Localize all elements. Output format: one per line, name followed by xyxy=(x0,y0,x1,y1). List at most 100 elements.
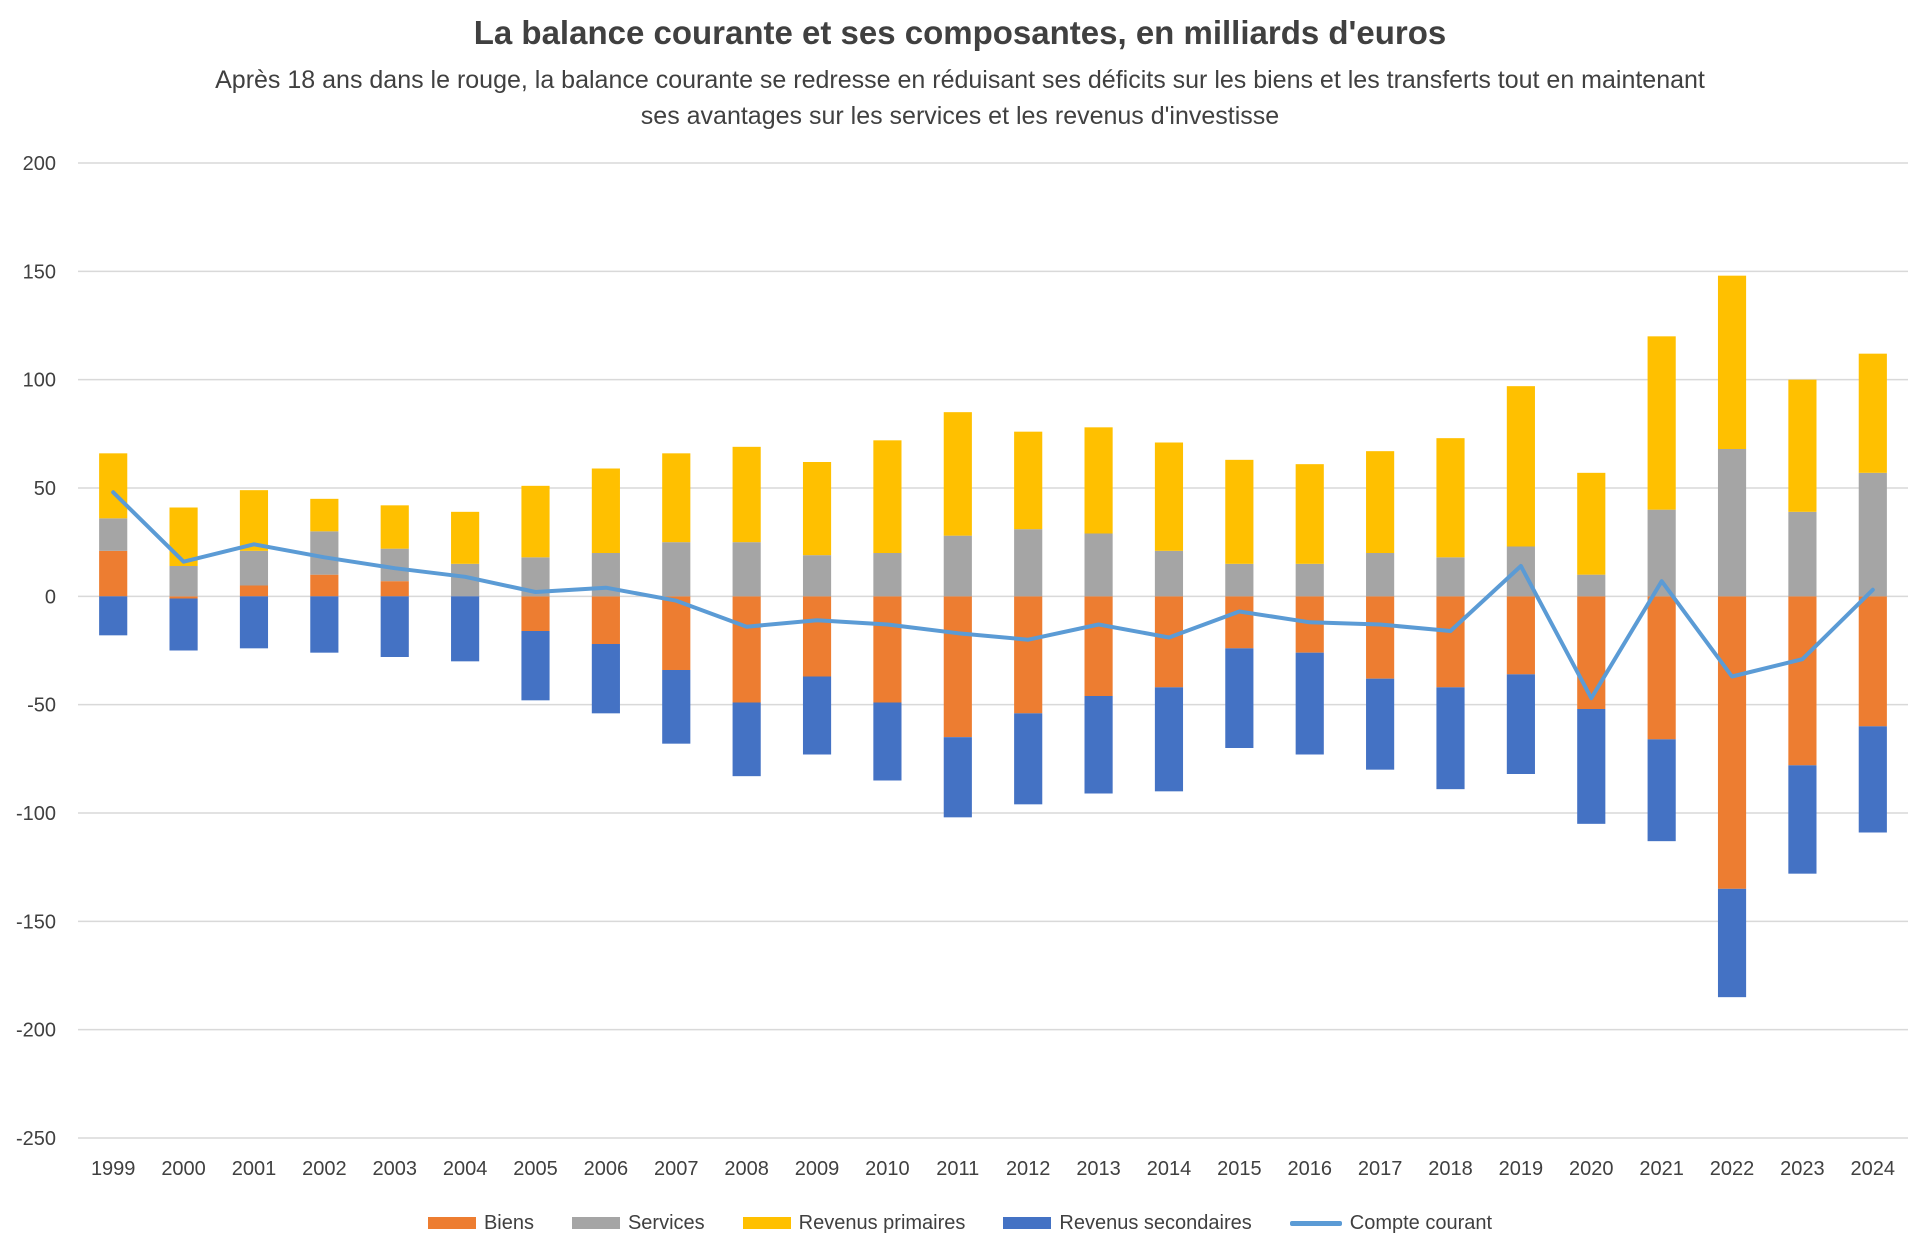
chart-subtitle: Après 18 ans dans le rouge, la balance c… xyxy=(215,66,1705,130)
y-tick-label: 150 xyxy=(23,261,56,283)
bar-segment-revenus-primaires xyxy=(169,507,198,566)
bar-segment-revenus-secondaires xyxy=(169,598,198,651)
x-tick-label: 2001 xyxy=(232,1158,277,1180)
bar-segment-revenus-secondaires xyxy=(99,596,128,636)
bar-segment-biens xyxy=(1647,596,1676,740)
x-tick-label: 2009 xyxy=(795,1158,840,1180)
bar-segment-services xyxy=(873,553,902,597)
x-axis-tick-labels: 1999 2000 2001 2002 2003 2004 2005 2006 2007 2008… xyxy=(91,1158,1895,1180)
bar-segment-services xyxy=(99,518,128,551)
bar-segment-services xyxy=(662,542,691,597)
bars xyxy=(99,275,1887,998)
x-tick-label: 2017 xyxy=(1358,1158,1403,1180)
y-tick-label: -100 xyxy=(16,803,56,825)
legend-label: Biens xyxy=(483,1211,534,1234)
bar-segment-services xyxy=(1154,550,1184,597)
bar-segment-biens xyxy=(1366,596,1395,679)
bar-segment-revenus-primaires xyxy=(1084,427,1113,534)
bar-segment-revenus-secondaires xyxy=(1366,678,1395,770)
bar-segment-biens xyxy=(239,585,269,597)
y-tick-label: -250 xyxy=(16,1128,56,1150)
bar-segment-revenus-primaires xyxy=(802,462,832,556)
x-tick-label: 2019 xyxy=(1499,1158,1544,1180)
legend-item: Revenus primaires xyxy=(742,1211,966,1235)
bar-segment-revenus-primaires xyxy=(1577,472,1606,575)
y-tick-label: 200 xyxy=(23,153,56,175)
bar-segment-revenus-secondaires xyxy=(943,737,972,818)
bar-segment-biens xyxy=(943,596,972,738)
bar-segment-biens xyxy=(1436,596,1465,688)
bar-segment-revenus-secondaires xyxy=(662,670,691,744)
gridlines xyxy=(78,162,1908,1139)
bar-segment-biens xyxy=(873,596,902,703)
bar-segment-services xyxy=(239,550,269,586)
legend-label: Services xyxy=(627,1211,705,1234)
bar-segment-revenus-secondaires xyxy=(802,676,832,755)
bar-segment-biens xyxy=(380,581,409,597)
legend-item: Biens xyxy=(427,1211,534,1235)
x-tick-label: 2021 xyxy=(1639,1158,1684,1180)
legend-label: Revenus secondaires xyxy=(1059,1211,1252,1234)
legend-item: Revenus secondaires xyxy=(1003,1211,1252,1235)
x-tick-label: 2012 xyxy=(1006,1158,1051,1180)
bar-segment-services xyxy=(802,555,832,597)
x-tick-label: 2010 xyxy=(865,1158,910,1180)
bar-segment-biens xyxy=(591,596,620,644)
bar-segment-revenus-secondaires xyxy=(451,596,480,662)
bar-segment-revenus-secondaires xyxy=(1014,713,1043,805)
bar-segment-services xyxy=(1506,546,1535,597)
y-axis-tick-labels: 200 150 100 50 0 -50 -100 -150 -200 -250 xyxy=(16,153,56,1150)
series-line-compte-courant xyxy=(111,490,1875,701)
bar-segment-services xyxy=(1717,449,1747,597)
bar-segment-biens xyxy=(521,596,550,631)
bar-segment-biens xyxy=(1577,596,1606,709)
bar-segment-biens xyxy=(1506,596,1535,675)
bar-segment-biens xyxy=(169,596,198,599)
bar-segment-services xyxy=(310,531,339,575)
bar-segment-revenus-primaires xyxy=(1366,451,1395,553)
bar-segment-revenus-primaires xyxy=(310,498,339,532)
x-tick-label: 2024 xyxy=(1851,1158,1896,1180)
bar-segment-revenus-secondaires xyxy=(1084,696,1113,794)
bar-segment-revenus-primaires xyxy=(1154,442,1184,551)
bar-segment-services xyxy=(732,542,761,597)
bar-segment-revenus-primaires xyxy=(732,446,761,543)
bar-segment-revenus-secondaires xyxy=(1788,765,1817,874)
x-tick-label: 2004 xyxy=(443,1158,488,1180)
legend: Biens Services Revenus primaires Revenus se… xyxy=(0,1208,1920,1238)
bar-segment-revenus-secondaires xyxy=(1506,674,1535,774)
bar-segment-revenus-primaires xyxy=(1225,459,1254,564)
bar-segment-revenus-primaires xyxy=(1647,336,1676,510)
x-tick-label: 2022 xyxy=(1710,1158,1755,1180)
bar-segment-revenus-secondaires xyxy=(873,702,902,781)
x-tick-label: 2006 xyxy=(584,1158,629,1180)
chart-title: La balance courante et ses composantes, … xyxy=(473,14,1447,51)
x-tick-label: 2008 xyxy=(724,1158,769,1180)
bar-segment-services xyxy=(1788,511,1817,597)
bar-segment-biens xyxy=(1084,596,1113,696)
y-tick-label: 50 xyxy=(34,478,56,500)
bar-segment-revenus-secondaires xyxy=(591,644,620,714)
bar-segment-revenus-primaires xyxy=(1858,353,1887,473)
legend-label: Revenus primaires xyxy=(798,1211,966,1234)
bar-segment-biens xyxy=(802,596,832,677)
bar-segment-revenus-primaires xyxy=(99,453,128,519)
bar-segment-biens xyxy=(1225,596,1254,649)
bar-segment-biens xyxy=(1014,596,1043,714)
x-tick-label: 2013 xyxy=(1076,1158,1121,1180)
x-tick-label: 2016 xyxy=(1287,1158,1332,1180)
bar-segment-revenus-secondaires xyxy=(1225,648,1254,748)
x-tick-label: 2002 xyxy=(302,1158,347,1180)
x-tick-label: 2005 xyxy=(513,1158,558,1180)
y-tick-label: -200 xyxy=(16,1020,56,1042)
bar-segment-revenus-primaires xyxy=(1295,464,1324,564)
legend-swatch xyxy=(1003,1217,1052,1229)
y-tick-label: -50 xyxy=(27,695,56,717)
legend-swatch xyxy=(1289,1220,1342,1226)
bar-segment-revenus-secondaires xyxy=(1717,888,1747,998)
bar-segment-revenus-secondaires xyxy=(380,596,409,657)
bar-segment-revenus-secondaires xyxy=(310,596,339,653)
bar-segment-biens xyxy=(99,550,128,597)
legend-swatch xyxy=(571,1217,620,1229)
